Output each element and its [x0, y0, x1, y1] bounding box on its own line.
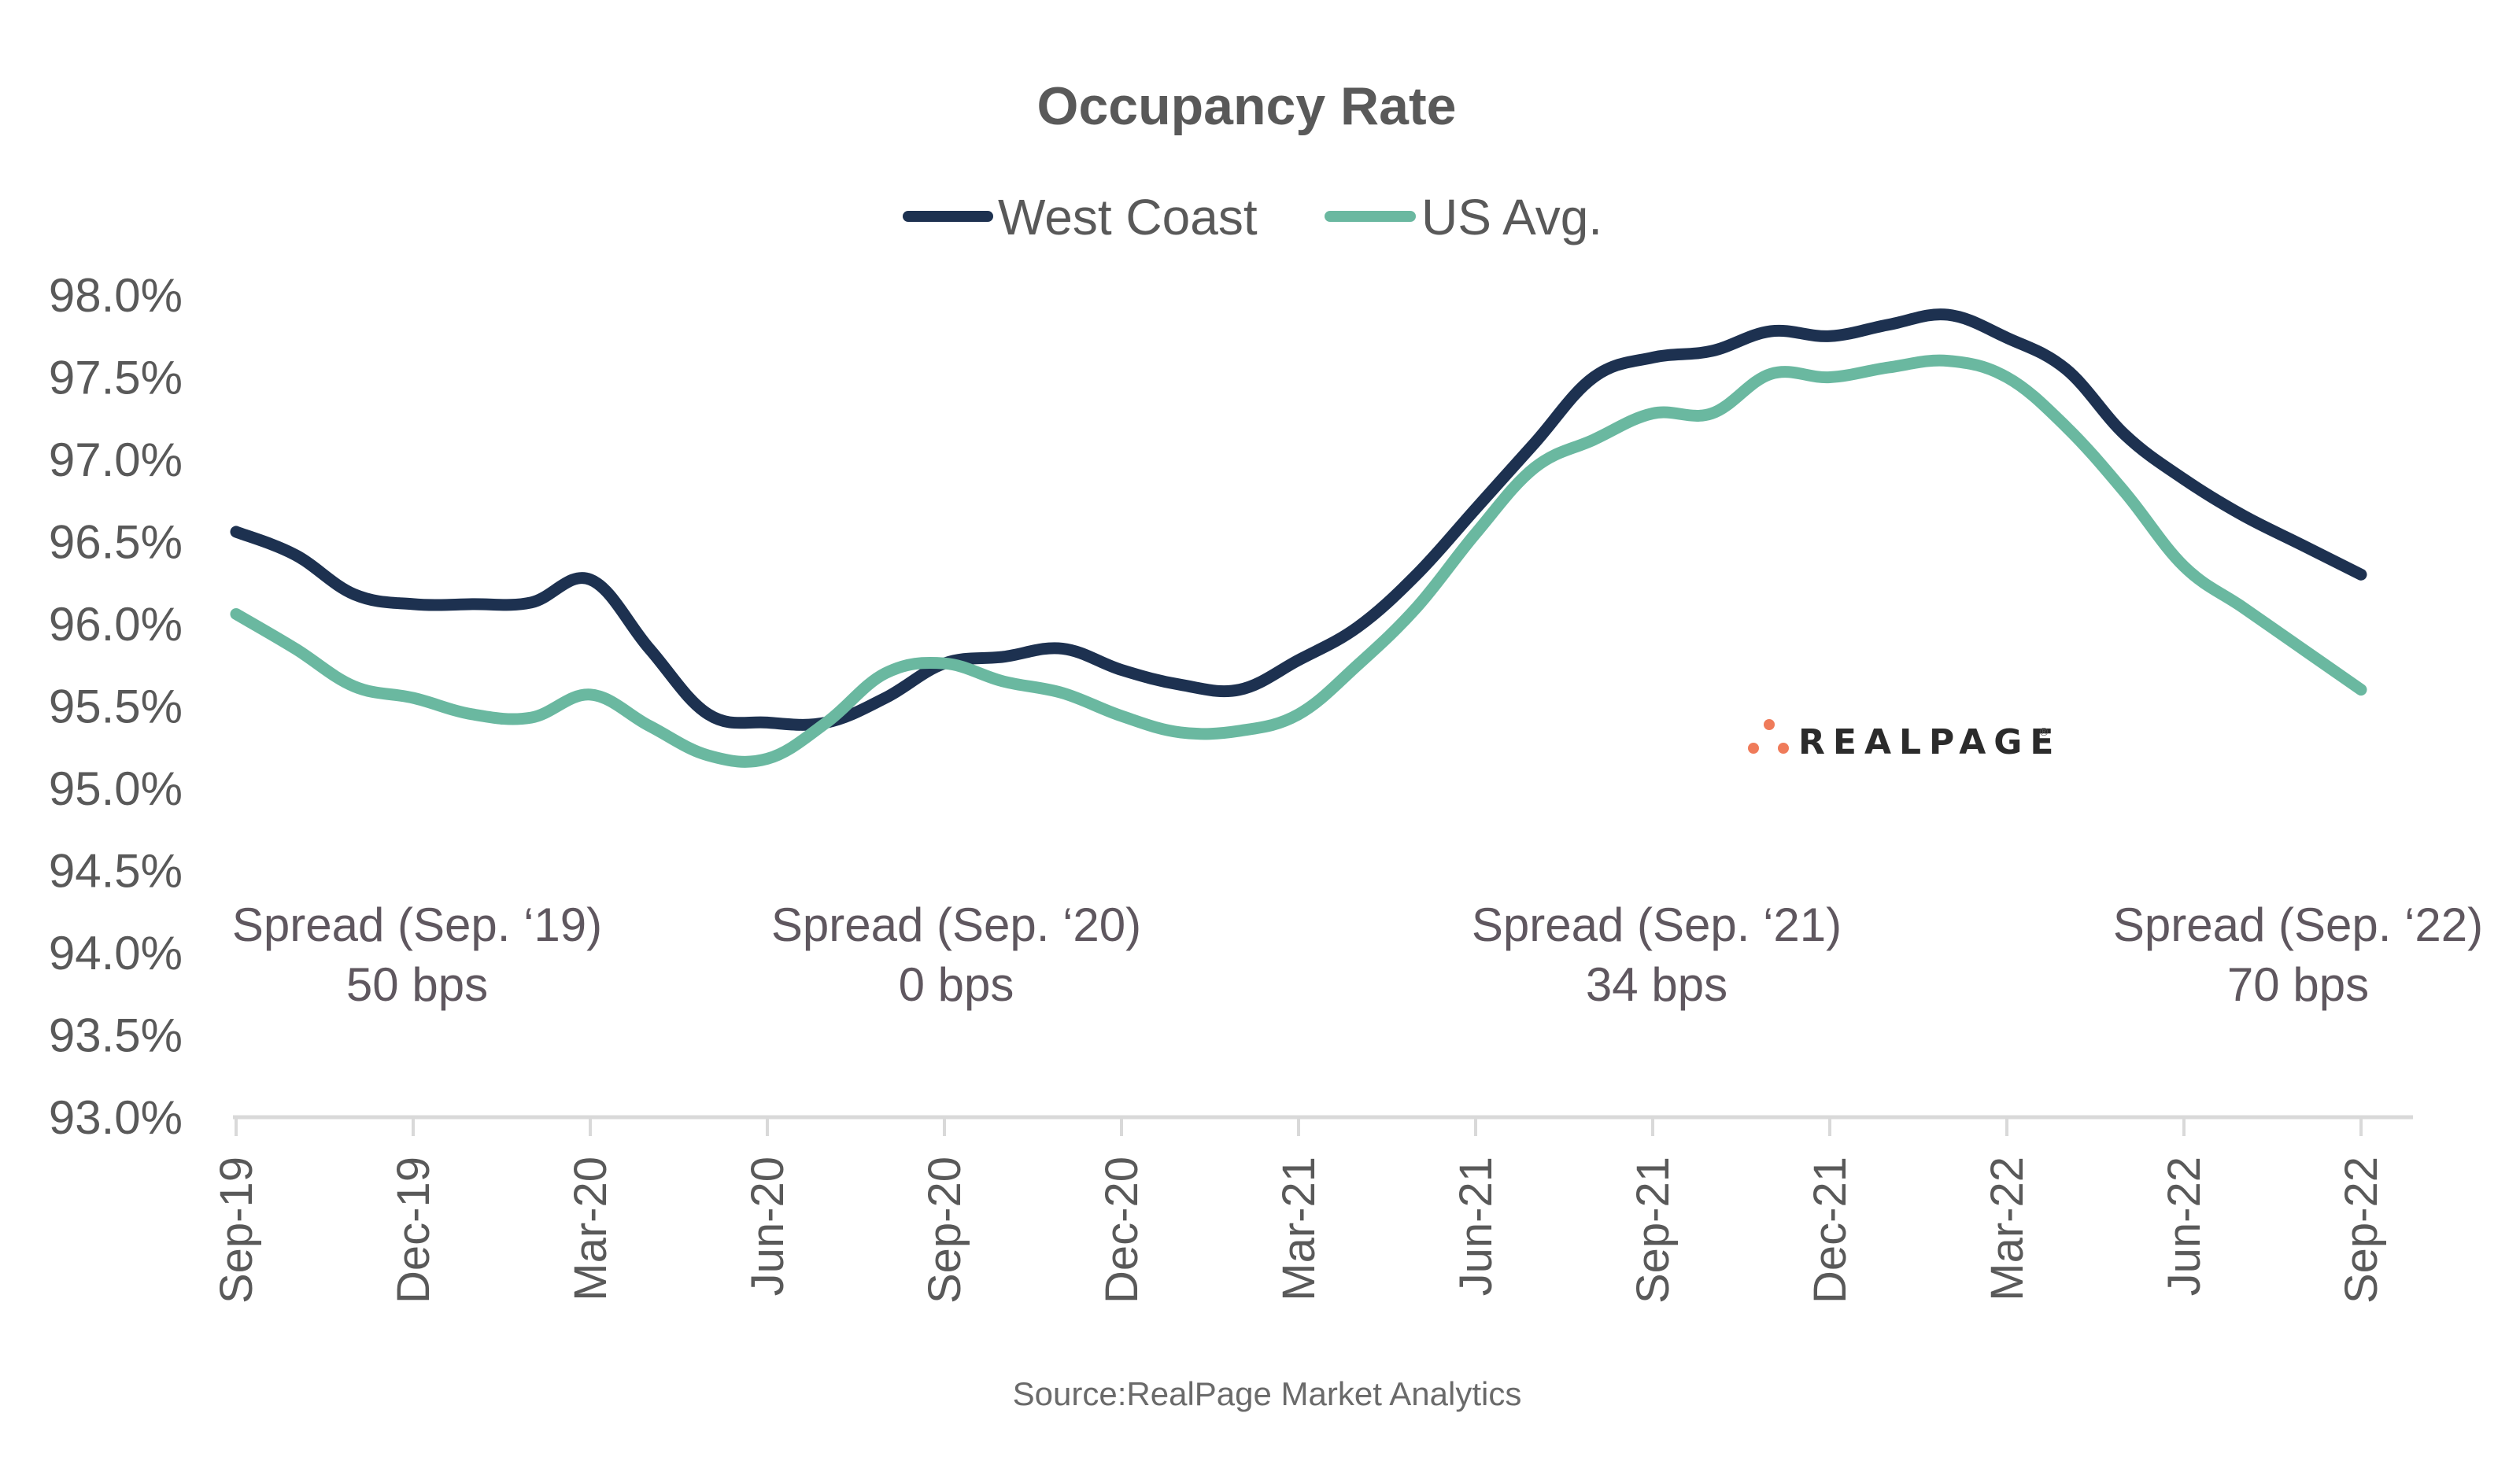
- x-tick-label: Mar-20: [565, 1157, 616, 1301]
- legend-label-west-coast: West Coast: [998, 189, 1258, 245]
- y-axis: 93.0% 93.5% 94.0% 94.5% 95.0% 95.5% 96.0% 96.5%…: [49, 269, 183, 1144]
- x-axis: Sep-19 Dec-19 Mar-20 Jun-20 Sep-20 Dec-20 Mar-…: [211, 1115, 2413, 1304]
- spread-annotation-sep22-value: 70 bps: [2227, 958, 2369, 1011]
- logo-dot-left: [1748, 743, 1759, 754]
- y-tick-label: 97.0%: [49, 434, 183, 486]
- spread-annotation-sep21-value: 34 bps: [1586, 958, 1727, 1011]
- y-tick-label: 93.0%: [49, 1091, 183, 1144]
- y-tick-label: 96.0%: [49, 598, 183, 651]
- series-line-us-avg: [230, 354, 2367, 768]
- spread-annotation-sep20-value: 0 bps: [899, 958, 1014, 1011]
- y-tick-label: 98.0%: [49, 269, 183, 322]
- logo-dot-top: [1764, 719, 1775, 730]
- spread-annotation-sep22-title: Spread (Sep. ‘22): [2113, 898, 2483, 951]
- legend-label-us-avg: US Avg.: [1421, 189, 1602, 245]
- series-group: [230, 308, 2367, 768]
- x-tick-label: Jun-20: [742, 1157, 793, 1296]
- y-tick-label: 95.0%: [49, 762, 183, 815]
- legend: West Coast US Avg.: [903, 189, 1602, 245]
- y-tick-label: 95.5%: [49, 681, 183, 733]
- x-tick-label: Dec-21: [1805, 1157, 1856, 1304]
- x-tick-label: Mar-21: [1273, 1157, 1325, 1301]
- source-note: Source:RealPage Market Analytics: [1013, 1375, 1522, 1412]
- spread-annotation-sep21-title: Spread (Sep. ‘21): [1472, 898, 1842, 951]
- y-tick-label: 93.5%: [49, 1009, 183, 1062]
- spread-annotation-sep20-title: Spread (Sep. ‘20): [771, 898, 1141, 951]
- realpage-logo: REALPAGE ®: [1748, 719, 2061, 762]
- x-tick-label: Sep-19: [211, 1157, 262, 1304]
- y-tick-label: 97.5%: [49, 352, 183, 404]
- x-tick-label: Jun-22: [2159, 1157, 2210, 1296]
- x-tick-label: Sep-21: [1628, 1157, 1679, 1304]
- logo-wordmark: REALPAGE: [1798, 722, 2061, 762]
- y-tick-label: 94.0%: [49, 927, 183, 980]
- series-line-west-coast: [230, 308, 2367, 731]
- x-tick-label: Jun-21: [1450, 1157, 1502, 1296]
- y-tick-label: 94.5%: [49, 845, 183, 898]
- spread-annotation-sep19-title: Spread (Sep. ‘19): [232, 898, 602, 951]
- spread-annotation-sep19-value: 50 bps: [346, 958, 488, 1011]
- x-tick-label: Dec-19: [388, 1157, 439, 1304]
- x-tick-label: Sep-22: [2336, 1157, 2387, 1304]
- chart-title: Occupancy Rate: [1037, 76, 1457, 136]
- x-tick-label: Sep-20: [919, 1157, 970, 1304]
- spread-annotations: Spread (Sep. ‘19) 50 bps Spread (Sep. ‘2…: [232, 898, 2483, 1011]
- y-tick-label: 96.5%: [49, 516, 183, 569]
- logo-registered-mark: ®: [2038, 726, 2049, 739]
- x-tick-label: Mar-22: [1982, 1157, 2033, 1301]
- logo-dot-right: [1778, 743, 1789, 754]
- x-tick-label: Dec-20: [1096, 1157, 1147, 1304]
